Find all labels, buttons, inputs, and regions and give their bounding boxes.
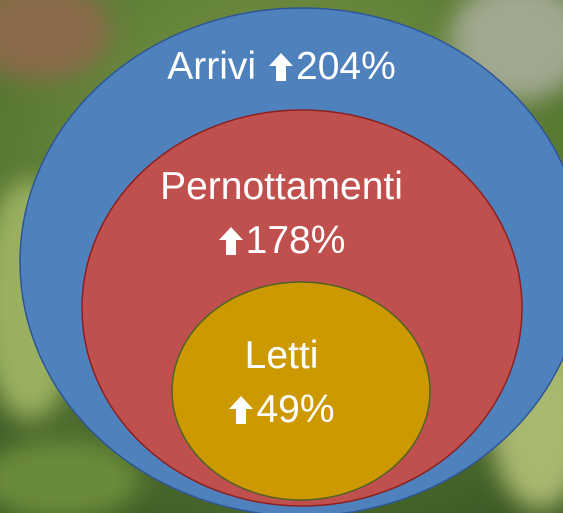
up-arrow	[228, 395, 254, 425]
node-label: Letti	[245, 333, 319, 379]
node-change: 178%	[246, 218, 346, 264]
node-label: Arrivi	[167, 44, 256, 90]
letti-change-row: 49%	[0, 387, 563, 433]
arrivi-row: Arrivi 204%	[0, 44, 563, 90]
node-label: Pernottamenti	[160, 164, 403, 210]
node-change: 204%	[296, 44, 396, 90]
pernottamenti-row: Pernottamenti	[0, 164, 563, 210]
node-change: 49%	[256, 387, 334, 433]
letti-row: Letti	[0, 333, 563, 379]
up-arrow	[218, 226, 244, 256]
page: Arrivi 204% Pernottamenti 178% Letti 49%…	[0, 0, 563, 513]
up-arrow	[268, 52, 294, 82]
pernottamenti-change-row: 178%	[0, 218, 563, 264]
